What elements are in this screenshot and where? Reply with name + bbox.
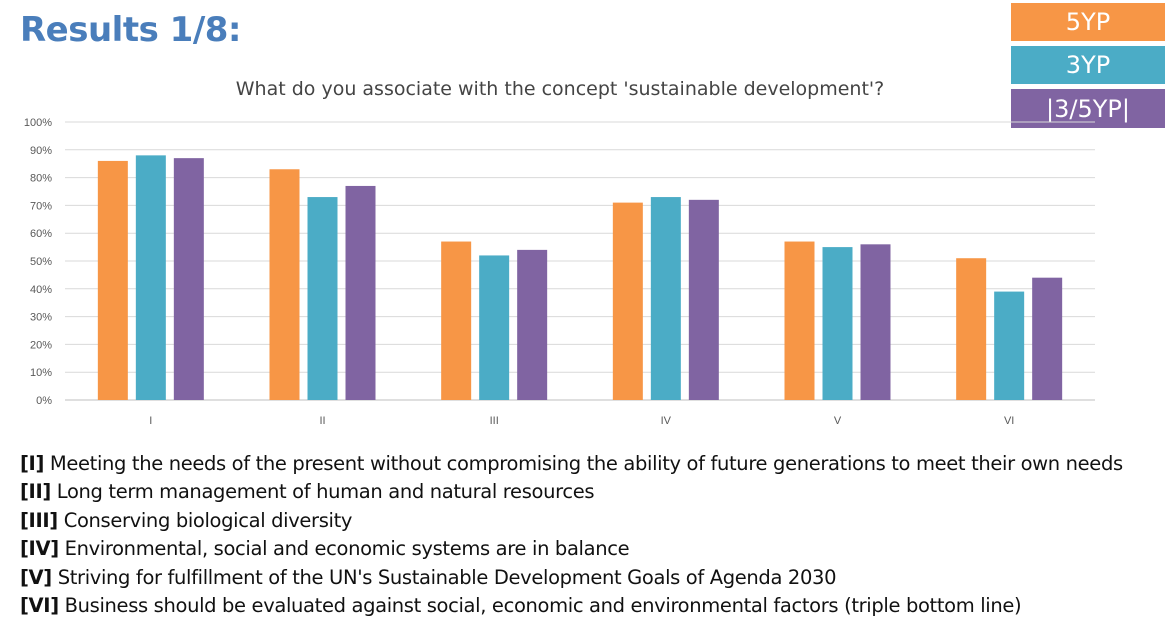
y-tick-label: 30% (30, 312, 52, 324)
bar (860, 244, 891, 400)
bar (612, 202, 643, 400)
legend-item-5yp: 5YP (1011, 3, 1165, 41)
bar (650, 197, 681, 400)
y-tick-label: 60% (30, 228, 52, 240)
note-tag: [I] (20, 452, 45, 475)
x-tick-label: II (319, 415, 325, 427)
note-iv: [IV] Environmental, social and economic … (20, 535, 1160, 563)
y-tick-label: 0% (36, 395, 52, 407)
note-tag: [IV] (20, 537, 59, 561)
bar (479, 255, 510, 400)
note-text: Striving for fulfillment of the UN's Sus… (51, 565, 837, 589)
bar (822, 247, 853, 400)
note-tag: [II] (20, 480, 51, 504)
bar (441, 241, 472, 400)
x-tick-label: I (149, 415, 152, 427)
bar (994, 291, 1025, 400)
y-tick-label: 80% (30, 173, 52, 185)
note-v: [V] Striving for fulfillment of the UN's… (20, 564, 1160, 592)
bar (97, 160, 128, 400)
category-notes: [I] Meeting the needs of the present wit… (20, 450, 1160, 620)
note-text: Conserving biological diversity (57, 508, 353, 532)
note-tag: [III] (20, 508, 58, 532)
note-iii: [III] Conserving biological diversity (20, 507, 1160, 535)
bar (345, 185, 376, 400)
note-text: Environmental, social and economic syste… (58, 537, 630, 561)
y-tick-label: 90% (30, 145, 52, 157)
slide-title: Results 1/8: (20, 10, 242, 50)
y-tick-label: 70% (30, 200, 52, 212)
x-tick-label: IV (661, 415, 672, 427)
bar (307, 197, 338, 400)
bar (784, 241, 815, 400)
x-tick-label: V (834, 415, 842, 427)
note-text: Long term management of human and natura… (50, 480, 595, 504)
note-tag: [V] (20, 565, 52, 589)
y-tick-label: 10% (30, 367, 52, 379)
note-text: Meeting the needs of the present without… (44, 452, 1123, 475)
chart-title: What do you associate with the concept '… (236, 78, 884, 100)
y-tick-label: 50% (30, 256, 52, 268)
bar (1032, 277, 1063, 400)
bar-chart: What do you associate with the concept '… (24, 78, 1095, 427)
legend-item-3yp: 3YP (1011, 46, 1165, 84)
y-tick-label: 100% (24, 117, 52, 129)
bar (517, 249, 548, 400)
bar (956, 258, 987, 400)
bar (688, 199, 719, 400)
y-tick-label: 20% (30, 339, 52, 351)
bar (269, 169, 300, 400)
note-tag: [VI] (20, 594, 59, 618)
x-tick-label: III (490, 415, 499, 427)
bar (173, 158, 204, 400)
y-tick-label: 40% (30, 284, 52, 296)
note-i: [I] Meeting the needs of the present wit… (20, 450, 1160, 478)
note-vi: [VI] Business should be evaluated agains… (20, 592, 1160, 620)
note-ii: [II] Long term management of human and n… (20, 478, 1160, 506)
note-text: Business should be evaluated against soc… (58, 594, 1022, 618)
bar (135, 155, 166, 400)
x-tick-label: VI (1004, 415, 1014, 427)
